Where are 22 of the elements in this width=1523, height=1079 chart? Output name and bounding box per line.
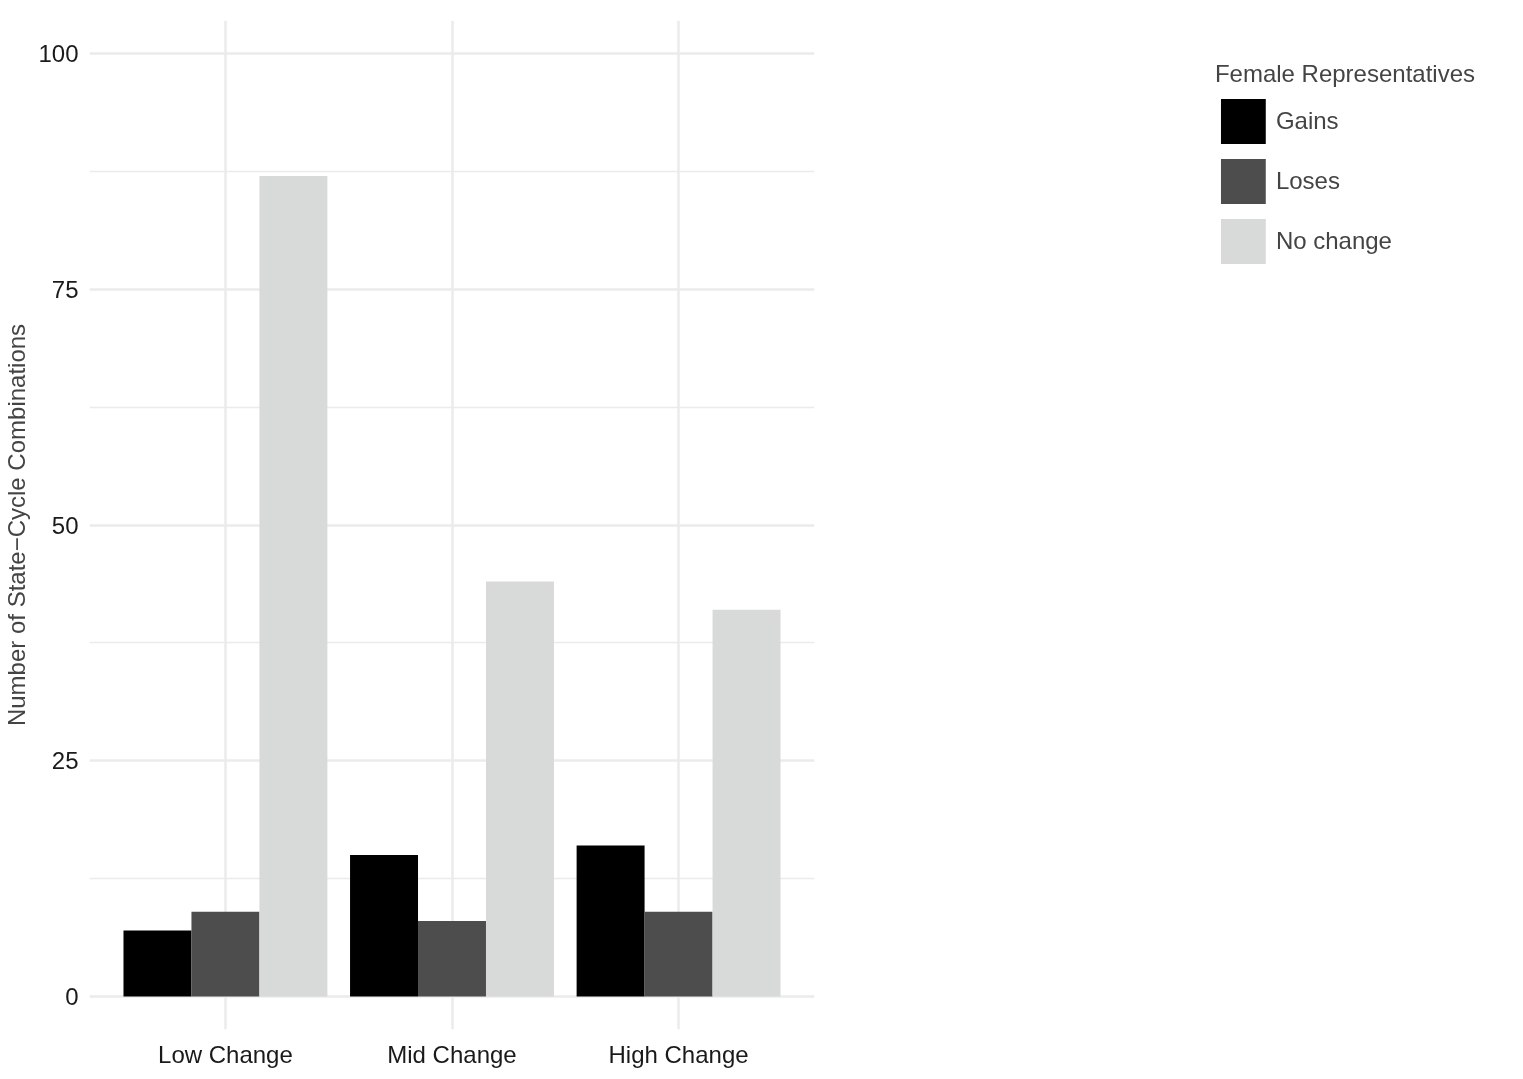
y-tick-label: 0	[65, 983, 79, 1010]
legend-label: Gains	[1275, 106, 1339, 136]
bar	[576, 845, 645, 997]
bar	[350, 855, 419, 997]
y-axis-title: Number of State−Cycle Combinations	[3, 323, 31, 727]
bar	[123, 930, 192, 997]
legend-label: Loses	[1275, 166, 1340, 196]
y-tick-label: 25	[51, 747, 79, 775]
bar	[191, 911, 260, 997]
x-tick-label: Low Change	[158, 1040, 293, 1068]
bar	[418, 921, 486, 997]
legend-label: No change	[1275, 226, 1392, 256]
bar	[712, 609, 781, 997]
bar	[644, 911, 713, 997]
y-tick-label: 50	[51, 511, 79, 539]
x-tick-label: Mid Change	[387, 1040, 517, 1068]
x-tick-label: High Change	[608, 1040, 749, 1068]
legend-title: Female Representatives	[1214, 60, 1475, 88]
y-tick-label: 100	[38, 40, 79, 67]
bar	[485, 581, 554, 997]
bar	[259, 176, 328, 997]
y-tick-label: 75	[51, 275, 79, 303]
